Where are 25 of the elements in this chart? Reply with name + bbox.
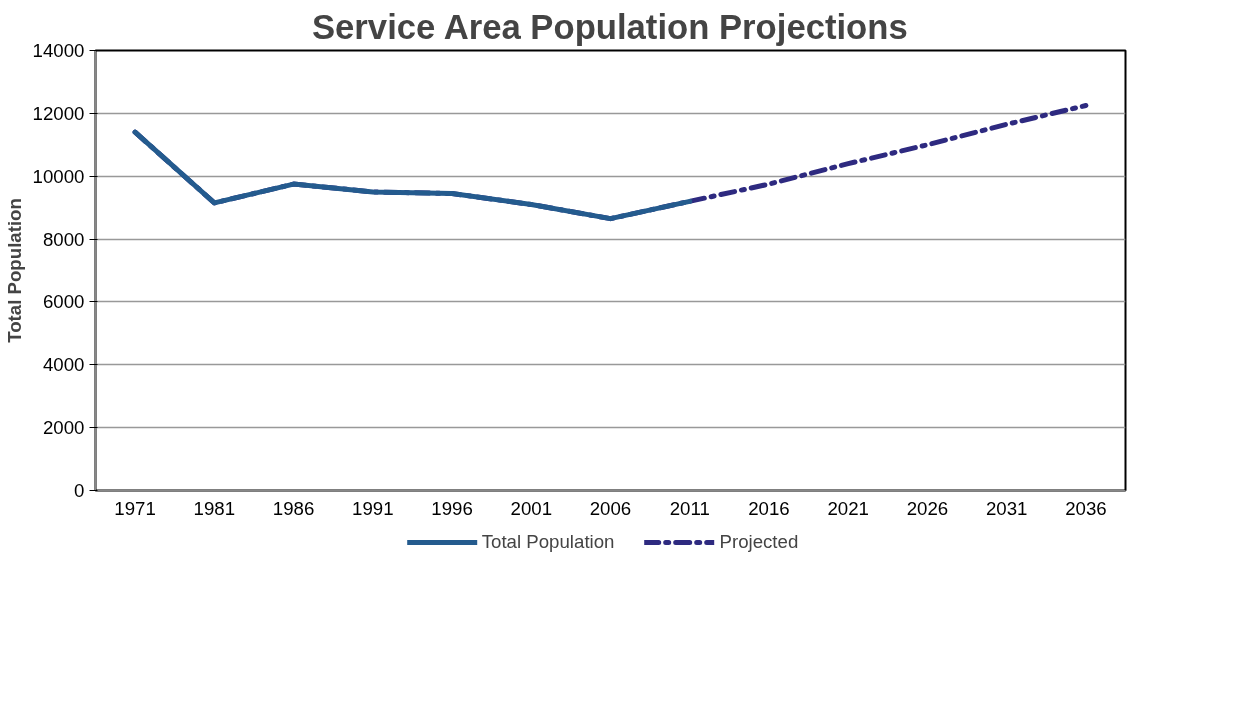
x-tick-label: 2031 xyxy=(985,497,1028,519)
y-tick-label: 0 xyxy=(74,480,85,501)
x-tick-label: 2006 xyxy=(589,497,632,519)
y-tick-label: 8000 xyxy=(43,228,85,250)
y-tick-label: 14000 xyxy=(32,40,85,61)
x-tick-label: 1991 xyxy=(352,497,394,519)
y-tick-label: 2000 xyxy=(43,417,85,439)
y-tick-label: 4000 xyxy=(43,354,85,376)
x-tick-label: 2016 xyxy=(748,497,790,519)
x-tick-label: 2036 xyxy=(1065,497,1107,519)
y-tick-label: 10000 xyxy=(32,165,85,187)
x-tick-label: 2011 xyxy=(669,497,710,519)
x-tick-label: 1971 xyxy=(114,497,156,519)
x-tick-label: 1996 xyxy=(431,497,473,519)
x-tick-label: 2026 xyxy=(906,497,949,519)
y-tick-label: 6000 xyxy=(43,291,85,313)
y-tick-label: 12000 xyxy=(32,102,85,124)
legend-label: Projected xyxy=(719,531,799,553)
x-tick-label: 2001 xyxy=(510,497,553,519)
chart-title: Service Area Population Projections xyxy=(311,7,908,46)
legend-label: Total Population xyxy=(481,531,615,553)
x-tick-label: 1981 xyxy=(193,497,236,519)
y-axis-title: Total Population xyxy=(3,198,25,343)
x-tick-label: 2021 xyxy=(827,497,869,519)
x-tick-label: 1986 xyxy=(272,497,315,519)
